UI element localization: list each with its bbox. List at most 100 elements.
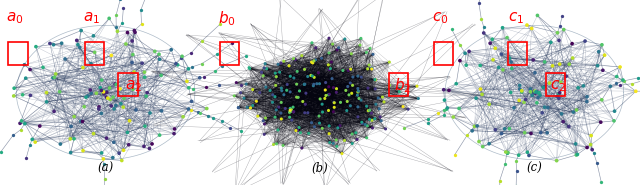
Point: [461, 64, 471, 67]
Point: [193, 111, 203, 114]
Point: [502, 36, 512, 39]
Bar: [546, 73, 565, 96]
Point: [332, 48, 342, 51]
Point: [140, 76, 150, 79]
Point: [154, 134, 164, 137]
Point: [86, 62, 96, 65]
Point: [310, 46, 321, 49]
Point: [502, 152, 512, 155]
Point: [210, 70, 220, 73]
Point: [348, 75, 358, 78]
Point: [225, 127, 235, 130]
Point: [514, 99, 524, 102]
Point: [500, 127, 510, 130]
Point: [65, 151, 76, 154]
Point: [300, 103, 310, 106]
Point: [65, 137, 76, 140]
Point: [495, 179, 505, 182]
Point: [375, 115, 385, 118]
Point: [534, 91, 544, 94]
Point: [335, 124, 345, 127]
Point: [287, 119, 297, 122]
Point: [278, 144, 288, 147]
Point: [239, 97, 249, 100]
Point: [329, 106, 339, 109]
Point: [142, 91, 152, 94]
Point: [195, 76, 205, 79]
Point: [100, 91, 110, 94]
Point: [554, 39, 564, 42]
Text: $c_1$: $c_1$: [508, 11, 524, 26]
Point: [554, 63, 564, 66]
Point: [399, 127, 409, 130]
Text: $c_0$: $c_0$: [432, 11, 449, 26]
Point: [111, 104, 121, 107]
Point: [353, 115, 363, 118]
Point: [474, 140, 484, 143]
Point: [285, 75, 296, 78]
Point: [184, 107, 194, 110]
Point: [77, 120, 88, 123]
Point: [188, 87, 198, 90]
Point: [493, 66, 504, 69]
Point: [348, 84, 358, 87]
Point: [106, 105, 116, 107]
Point: [130, 31, 140, 34]
Point: [260, 86, 271, 89]
Point: [540, 60, 550, 63]
Point: [586, 143, 596, 146]
Point: [365, 47, 375, 50]
Point: [257, 71, 267, 74]
Point: [564, 125, 574, 128]
Point: [79, 105, 90, 108]
Point: [552, 31, 563, 34]
Point: [440, 99, 450, 102]
Point: [533, 96, 543, 99]
Point: [442, 107, 452, 110]
Point: [259, 133, 269, 136]
Point: [317, 110, 328, 113]
Point: [109, 141, 119, 144]
Point: [127, 39, 137, 42]
Point: [100, 178, 110, 181]
Point: [45, 42, 55, 45]
Point: [328, 110, 339, 113]
Point: [326, 60, 337, 63]
Point: [308, 59, 319, 62]
Point: [403, 108, 413, 111]
Point: [214, 84, 225, 87]
Point: [56, 42, 67, 45]
Point: [166, 48, 177, 51]
Point: [455, 59, 465, 62]
Point: [291, 83, 301, 86]
Point: [351, 131, 361, 134]
Point: [364, 64, 374, 67]
Point: [552, 159, 562, 162]
Point: [8, 134, 18, 137]
Point: [515, 84, 525, 87]
Point: [527, 27, 537, 30]
Point: [609, 110, 620, 113]
Point: [332, 87, 342, 90]
Point: [114, 152, 124, 155]
Point: [276, 112, 286, 115]
Bar: [220, 42, 239, 65]
Point: [568, 111, 579, 114]
Point: [557, 15, 567, 18]
Point: [74, 46, 84, 49]
Point: [342, 85, 353, 88]
Point: [99, 90, 109, 93]
Point: [78, 149, 88, 152]
Point: [440, 107, 451, 110]
Point: [320, 89, 330, 92]
Point: [20, 77, 31, 80]
Text: $a_1$: $a_1$: [83, 11, 100, 26]
Point: [195, 111, 205, 114]
Point: [593, 64, 603, 67]
Point: [520, 98, 531, 101]
Point: [102, 97, 113, 100]
Point: [451, 82, 461, 85]
Point: [98, 92, 108, 95]
Point: [362, 105, 372, 108]
Point: [48, 76, 58, 79]
